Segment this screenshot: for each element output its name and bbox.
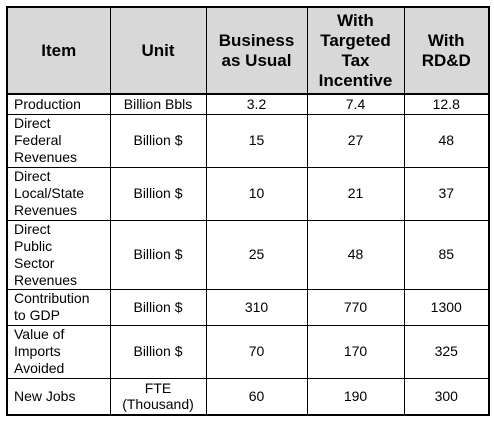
row-value-targeted-tax-incentive: 21 (306, 166, 405, 221)
row-item-label: Direct Federal Revenues (6, 113, 111, 168)
row-value-rdd: 300 (403, 377, 490, 416)
header-unit: Unit (109, 6, 207, 95)
row-item-label: Contribution to GDP (6, 288, 111, 326)
row-item-label: Production (6, 93, 111, 115)
row-value-rdd: 1300 (403, 288, 490, 326)
table-row: Contribution to GDP Billion $ 310 770 13… (6, 288, 490, 326)
row-item-label: Value of Imports Avoided (6, 324, 111, 379)
row-value-targeted-tax-incentive: 190 (306, 377, 405, 416)
row-unit: FTE (Thousand) (109, 377, 207, 416)
row-value-targeted-tax-incentive: 770 (306, 288, 405, 326)
row-item-label: Direct Public Sector Revenues (6, 219, 111, 290)
row-unit: Billion $ (109, 113, 207, 168)
table-row: Production Billion Bbls 3.2 7.4 12.8 (6, 93, 490, 115)
header-item: Item (6, 6, 111, 95)
table-row: Direct Federal Revenues Billion $ 15 27 … (6, 113, 490, 168)
row-unit: Billion $ (109, 219, 207, 290)
header-targeted-tax-incentive: With Targeted Tax Incentive (306, 6, 405, 95)
header-business-as-usual: Business as Usual (205, 6, 308, 95)
row-value-business-as-usual: 25 (205, 219, 308, 290)
row-value-targeted-tax-incentive: 27 (306, 113, 405, 168)
row-unit: Billion $ (109, 166, 207, 221)
row-value-business-as-usual: 70 (205, 324, 308, 379)
row-item-label: New Jobs (6, 377, 111, 416)
row-value-rdd: 48 (403, 113, 490, 168)
row-value-targeted-tax-incentive: 170 (306, 324, 405, 379)
table-row: New Jobs FTE (Thousand) 60 190 300 (6, 377, 490, 416)
header-rdd: With RD&D (403, 6, 490, 95)
row-unit: Billion $ (109, 324, 207, 379)
header-row: Item Unit Business as Usual With Targete… (6, 6, 490, 95)
row-value-business-as-usual: 60 (205, 377, 308, 416)
table-row: Value of Imports Avoided Billion $ 70 17… (6, 324, 490, 379)
row-unit: Billion $ (109, 288, 207, 326)
row-value-targeted-tax-incentive: 48 (306, 219, 405, 290)
table-row: Direct Local/State Revenues Billion $ 10… (6, 166, 490, 221)
row-value-rdd: 325 (403, 324, 490, 379)
row-value-targeted-tax-incentive: 7.4 (306, 93, 405, 115)
row-value-rdd: 85 (403, 219, 490, 290)
data-table-container: Item Unit Business as Usual With Targete… (6, 6, 490, 416)
row-value-business-as-usual: 10 (205, 166, 308, 221)
data-table: Item Unit Business as Usual With Targete… (6, 6, 490, 416)
row-value-business-as-usual: 3.2 (205, 93, 308, 115)
table-row: Direct Public Sector Revenues Billion $ … (6, 219, 490, 290)
row-unit: Billion Bbls (109, 93, 207, 115)
row-value-business-as-usual: 15 (205, 113, 308, 168)
row-value-rdd: 37 (403, 166, 490, 221)
table-body: Production Billion Bbls 3.2 7.4 12.8 Dir… (6, 93, 490, 416)
row-item-label: Direct Local/State Revenues (6, 166, 111, 221)
table-header: Item Unit Business as Usual With Targete… (6, 6, 490, 95)
row-value-business-as-usual: 310 (205, 288, 308, 326)
row-value-rdd: 12.8 (403, 93, 490, 115)
